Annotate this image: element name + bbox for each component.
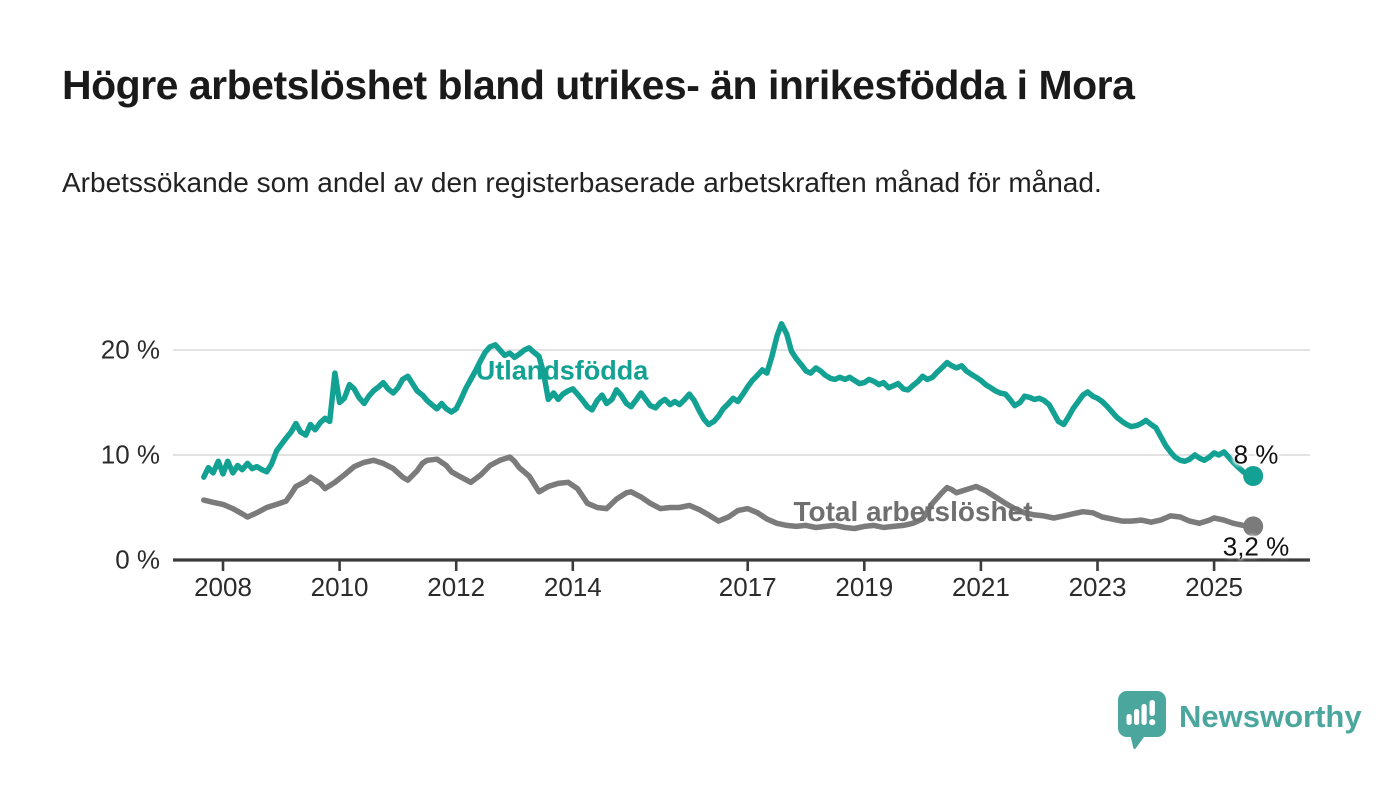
y-tick-label-10: 10 % <box>100 439 160 470</box>
end-value-label-utlandsfodda: 8 % <box>1233 439 1279 470</box>
end-dot-utlandsf-dda <box>1243 466 1264 486</box>
y-tick-label-0: 0 % <box>115 544 160 575</box>
x-tick-label-2012: 2012 <box>427 572 486 602</box>
x-tick-label-2010: 2010 <box>310 572 369 602</box>
logo-bar-3 <box>1141 704 1147 725</box>
logo-exclamation-bar <box>1149 700 1155 716</box>
x-tick-label-2014: 2014 <box>543 572 602 602</box>
line-total-arbetsl-shet <box>201 454 1256 532</box>
line-utlandsf-dda <box>201 321 1256 480</box>
newsworthy-logo-icon <box>1118 691 1166 750</box>
series-label-utlandsfodda: Utlandsfödda <box>475 355 649 386</box>
x-tick-label-2023: 2023 <box>1068 572 1127 602</box>
logo-bar-2 <box>1134 709 1140 725</box>
end-dot-total-arbetsl-shet <box>1243 516 1264 537</box>
x-tick-label-2017: 2017 <box>718 572 777 602</box>
logo-exclamation-dot <box>1149 719 1156 726</box>
x-tick-label-2019: 2019 <box>835 572 894 602</box>
newsworthy-logo: Newsworthy <box>1117 690 1362 750</box>
series-label-total-arbetsloshet: Total arbetslöshet <box>793 496 1033 527</box>
brand-name: Newsworthy <box>1179 699 1362 734</box>
chart-subtitle: Arbetssökande som andel av den registerb… <box>62 167 1102 198</box>
chart-title: Högre arbetslöshet bland utrikes- än inr… <box>62 62 1135 108</box>
y-tick-label-20: 20 % <box>100 334 160 365</box>
logo-bar-1 <box>1126 714 1132 725</box>
end-value-label-total: 3,2 % <box>1222 531 1290 562</box>
x-tick-label-2025: 2025 <box>1185 572 1244 602</box>
x-tick-label-2021: 2021 <box>951 572 1010 602</box>
x-tick-label-2008: 2008 <box>194 572 252 602</box>
